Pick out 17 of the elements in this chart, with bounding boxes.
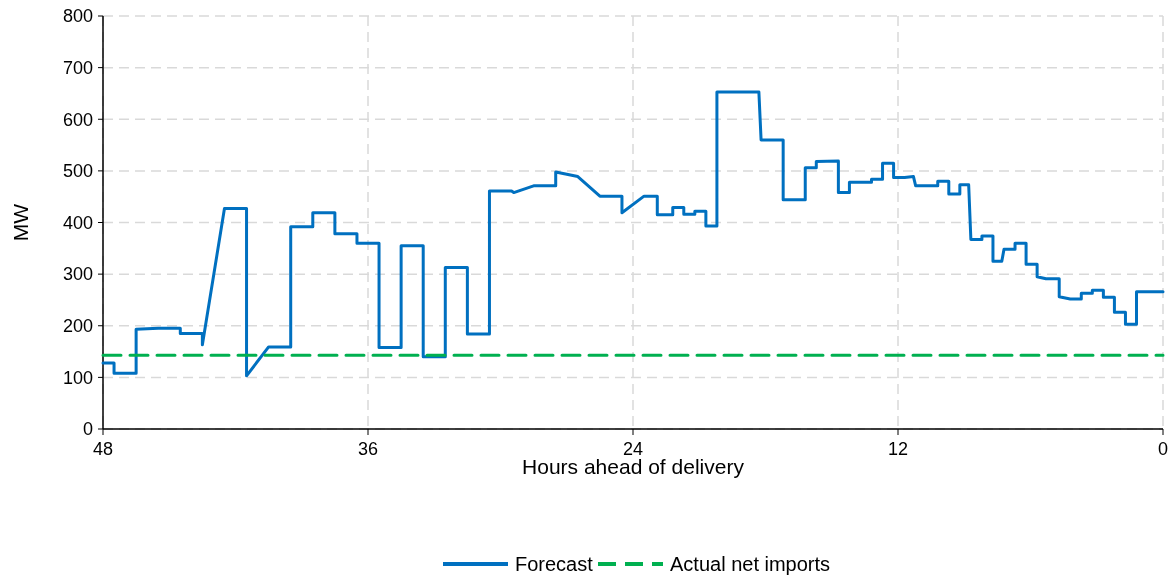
y-tick-label: 400 — [62, 212, 93, 233]
x-tick-label: 12 — [887, 439, 909, 459]
y-tick-label: 700 — [62, 57, 93, 78]
line-series — [101, 90, 1165, 378]
y-tick-label: 600 — [62, 109, 93, 130]
y-tick-label: 300 — [62, 264, 93, 285]
y-tick-label: 0 — [82, 419, 93, 440]
y-tick-label: 800 — [62, 6, 93, 27]
x-tick-label: 0 — [1157, 439, 1169, 459]
y-tick-label: 500 — [62, 161, 93, 182]
y-axis-title: MW — [9, 203, 32, 242]
x-tick-label: 48 — [92, 439, 114, 459]
x-tick-label: 36 — [357, 439, 379, 459]
y-tick-label: 100 — [62, 367, 93, 388]
legend-label: Forecast — [515, 553, 594, 575]
legend-label: Actual net imports — [670, 553, 831, 575]
y-tick-label: 200 — [62, 316, 93, 337]
